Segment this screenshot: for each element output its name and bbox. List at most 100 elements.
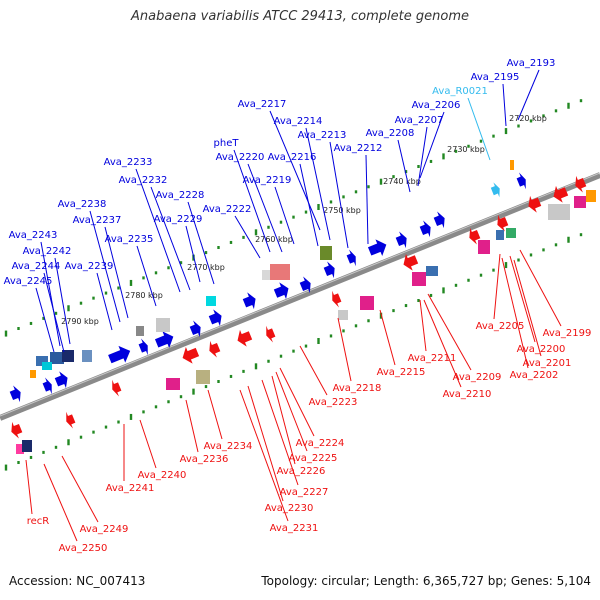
reverse-gene-arrow — [209, 340, 221, 358]
reverse-gene-arrow — [553, 185, 569, 203]
function-box — [574, 196, 586, 208]
scale-tick-upper — [42, 316, 45, 320]
scale-tick-lower — [467, 278, 470, 282]
reverse-gene-arrow — [575, 175, 587, 193]
function-box — [320, 246, 332, 260]
scale-tick-upper — [542, 114, 545, 118]
forward-gene-arrow — [189, 320, 201, 338]
scale-tick-lower — [404, 304, 408, 308]
function-box — [586, 190, 596, 202]
scale-tick-lower — [79, 435, 83, 439]
gene-leader-line — [419, 111, 445, 179]
forward-gene-arrow — [154, 331, 174, 349]
scale-tick-upper — [92, 296, 95, 300]
gene-label: Ava_2225 — [289, 453, 338, 464]
scale-tick-upper — [304, 210, 308, 214]
gene-leader-line — [271, 375, 296, 465]
scale-tick-lower — [29, 455, 33, 459]
scale-tick-lower — [54, 445, 58, 449]
function-box — [30, 370, 36, 378]
gene-label: Ava_2212 — [334, 143, 383, 154]
scale-tick-upper — [67, 305, 70, 312]
scale-tick-lower — [267, 359, 270, 363]
scale-tick-lower — [229, 374, 233, 378]
function-box — [412, 272, 426, 286]
scale-tick-lower — [567, 236, 570, 243]
function-box — [16, 444, 24, 454]
function-box — [510, 160, 514, 170]
forward-gene-arrow — [208, 309, 222, 327]
gene-leader-line — [397, 139, 411, 193]
scale-label: 2740 kbp — [383, 177, 421, 186]
gene-label: recR — [27, 516, 50, 527]
function-box — [496, 230, 504, 240]
gene-label: Ava_2235 — [105, 234, 154, 245]
scale-tick-upper — [392, 175, 395, 179]
gene-leader-line — [54, 257, 71, 345]
scale-tick-lower — [142, 410, 145, 414]
gene-label: Ava_2205 — [476, 321, 525, 332]
forward-gene-arrow — [42, 377, 52, 395]
gene-leader-line — [25, 459, 33, 515]
gene-leader-line — [279, 367, 315, 437]
gene-label: Ava_2232 — [119, 175, 168, 186]
scale-tick-upper — [329, 200, 333, 204]
scale-tick-lower — [117, 420, 120, 424]
gene-leader-line — [261, 379, 299, 486]
scale-tick-lower — [442, 287, 445, 294]
gene-leader-line — [96, 272, 113, 331]
scale-tick-upper — [4, 330, 8, 337]
scale-tick-lower — [329, 334, 333, 338]
forward-gene-arrow — [299, 276, 311, 294]
gene-label: Ava_2245 — [4, 276, 53, 287]
function-box — [22, 440, 32, 452]
gene-label: Ava_2230 — [265, 503, 314, 514]
gene-label: Ava_2213 — [298, 130, 347, 141]
scale-tick-lower — [154, 405, 158, 409]
reverse-gene-arrow — [66, 411, 76, 429]
gene-leader-line — [274, 186, 295, 245]
scale-tick-lower — [4, 464, 8, 471]
gene-leader-line — [513, 259, 542, 357]
scale-tick-upper — [354, 190, 358, 194]
scale-tick-upper — [579, 99, 583, 103]
gene-label: Ava_2224 — [296, 438, 345, 449]
gene-label: Ava_2236 — [180, 454, 229, 465]
forward-gene-arrow — [395, 231, 407, 249]
gene-label: Ava_2228 — [156, 190, 205, 201]
function-box — [50, 352, 64, 364]
gene-leader-line — [43, 272, 65, 353]
gene-label: Ava_2238 — [58, 199, 107, 210]
scale-tick-lower — [354, 324, 358, 328]
scale-label: 2790 kbp — [61, 317, 99, 326]
scale-tick-upper — [29, 321, 33, 325]
function-box — [82, 350, 92, 362]
scale-tick-lower — [342, 329, 345, 333]
gene-leader-line — [40, 241, 61, 347]
scale-tick-upper — [367, 185, 370, 189]
reverse-gene-arrow — [403, 253, 419, 271]
scale-tick-lower — [92, 430, 95, 434]
scale-tick-upper — [79, 301, 83, 305]
gene-leader-line — [365, 154, 369, 245]
function-box — [136, 326, 144, 336]
scale-tick-lower — [204, 385, 208, 389]
gene-leader-line — [299, 345, 328, 396]
function-box — [478, 240, 490, 254]
gene-leader-line — [502, 83, 507, 127]
gene-leader-line — [247, 163, 283, 253]
gene-label: Ava_2249 — [80, 524, 129, 535]
gene-leader-line — [135, 168, 181, 293]
reverse-gene-arrow — [266, 325, 276, 343]
scale-tick-upper — [479, 139, 483, 143]
gene-label: Ava_2222 — [203, 204, 252, 215]
scale-tick-lower — [104, 425, 108, 429]
function-box — [196, 370, 210, 384]
gene-leader-line — [427, 293, 472, 371]
scale-tick-upper — [379, 178, 383, 185]
gene-leader-line — [517, 69, 540, 121]
gene-label: Ava_2202 — [510, 370, 559, 381]
scale-label: 2780 kbp — [125, 291, 163, 300]
reverse-gene-arrow — [332, 290, 342, 308]
gene-label: Ava_2200 — [517, 344, 566, 355]
